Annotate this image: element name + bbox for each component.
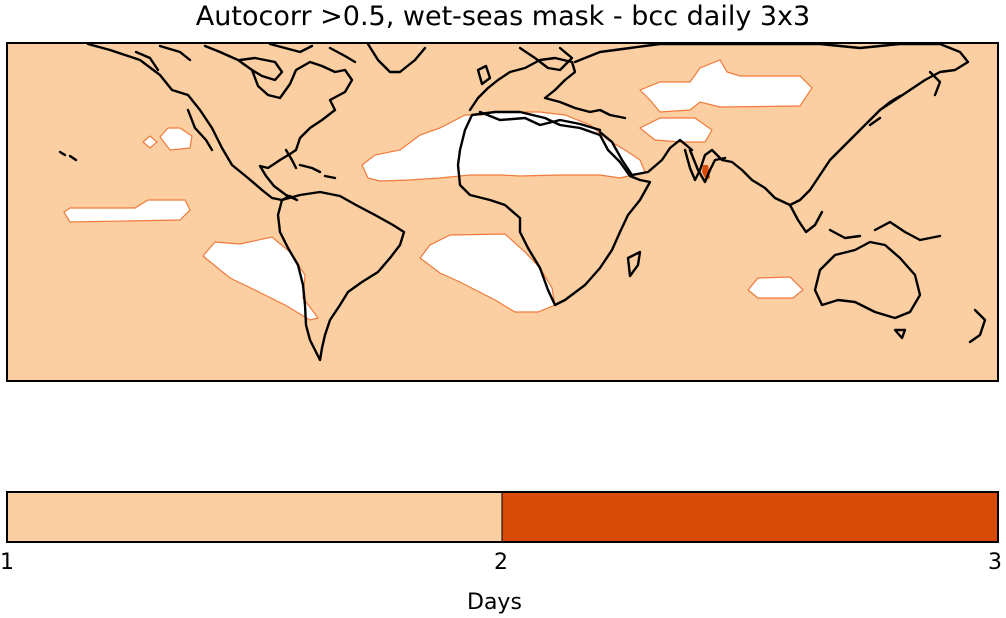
coast-mediterranean [478,110,602,132]
colorbar-tick-3: 3 [988,550,1002,575]
mask-east-pacific-north [63,199,191,223]
colorbar-tick-1: 1 [0,550,14,575]
coast-europe [468,56,627,120]
colorbar-segment-2-3 [502,492,998,542]
coast-britain [476,64,492,86]
coast-tasmania [893,328,907,340]
mask-pacific-small-2 [142,135,158,149]
map-frame [6,42,999,382]
mask-south-atlantic [419,233,556,313]
coast-south-america [276,190,406,362]
coast-scandinavia [518,46,574,72]
colorbar-label: Days [467,590,522,615]
coast-madagascar [626,250,642,278]
coast-baja [186,108,214,152]
coast-arctic-islands [134,42,357,72]
colorbar-frame [6,491,999,543]
mask-pacific-small-1 [159,127,193,151]
coast-north-america [86,42,354,202]
coast-caribbean [298,163,337,180]
coast-florida [284,148,298,170]
masked-regions [63,59,813,321]
coastlines [58,42,987,362]
colorbar [6,491,999,543]
coast-japan [868,94,902,127]
colorbar-tick-2: 2 [494,550,508,575]
coast-arabia [598,130,694,177]
map-title: Autocorr >0.5, wet-seas mask - bcc daily… [195,1,811,32]
mask-north-australia [747,276,804,299]
mask-southeast-pacific [202,236,320,321]
mask-middle-east [638,117,713,143]
coast-australia [813,240,922,320]
coast-southeast-asia [788,203,942,242]
coast-kamchatka [928,70,942,97]
coast-greenland [366,42,427,74]
coast-africa [456,110,652,307]
coast-hawaii [58,150,78,162]
mask-north-atlantic-sahara [361,111,646,182]
colorbar-segment-1-2 [7,492,502,542]
mask-central-asia [638,59,813,113]
coast-hudson-bay [238,56,284,82]
coast-new-zealand [968,308,987,344]
coast-india [688,148,727,184]
